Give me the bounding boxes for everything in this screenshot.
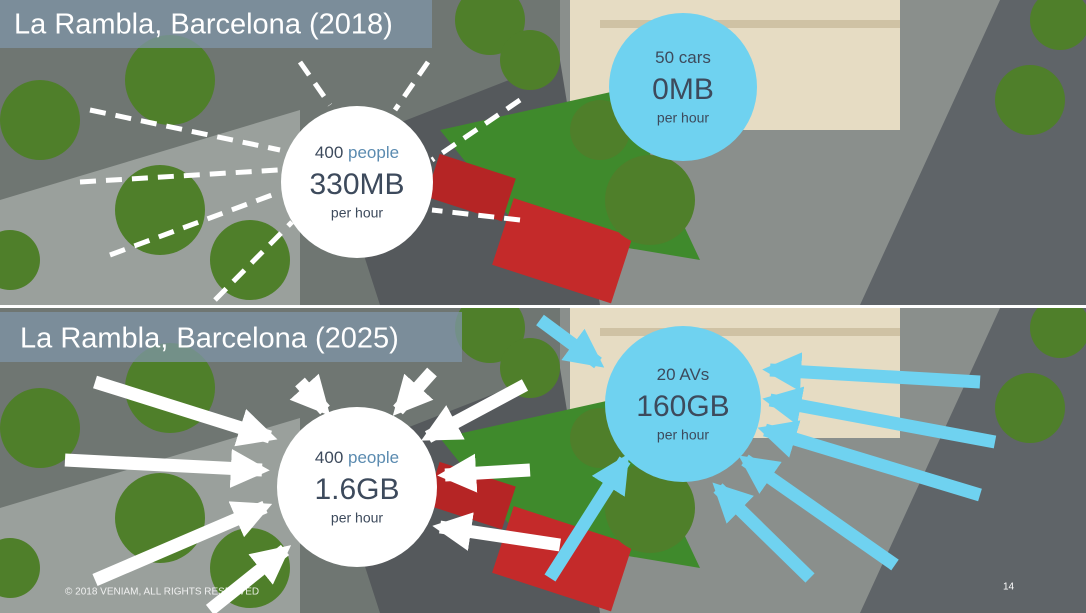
count: 50	[655, 48, 674, 67]
rate: per hour	[331, 205, 383, 221]
count-line: 20 AVs	[657, 365, 710, 384]
count: 20	[657, 365, 676, 384]
unit: people	[348, 143, 399, 162]
count: 400	[315, 143, 343, 162]
amount: 0MB	[652, 73, 714, 106]
rate: per hour	[657, 110, 709, 126]
amount: 160GB	[636, 390, 729, 423]
title-bar	[0, 312, 462, 362]
unit: cars	[679, 48, 711, 67]
rate: per hour	[657, 427, 709, 443]
stat-circle	[609, 13, 757, 161]
stat-circle	[281, 106, 433, 258]
av-data-arrows	[536, 314, 997, 583]
data-flow-lines	[79, 60, 522, 302]
unit: AVs	[679, 365, 709, 384]
count-line: 50 cars	[655, 48, 711, 67]
copyright: © 2018 VENIAM, ALL RIGHTS RESERVED	[65, 587, 259, 598]
title-bar	[0, 0, 432, 48]
unit: people	[348, 448, 399, 467]
count-line: 400 people	[315, 448, 399, 467]
page-number: 14	[1003, 582, 1015, 593]
amount: 1.6GB	[314, 473, 399, 506]
amount: 330MB	[309, 168, 404, 201]
count: 400	[315, 448, 343, 467]
rate: per hour	[331, 510, 383, 526]
data-flow-arrows	[64, 367, 561, 613]
panel-title: La Rambla, Barcelona (2025)	[20, 323, 399, 355]
panel-title: La Rambla, Barcelona (2018)	[14, 9, 393, 41]
stat-circle	[277, 407, 437, 567]
count-line: 400 people	[315, 143, 399, 162]
stat-circle	[605, 326, 761, 482]
